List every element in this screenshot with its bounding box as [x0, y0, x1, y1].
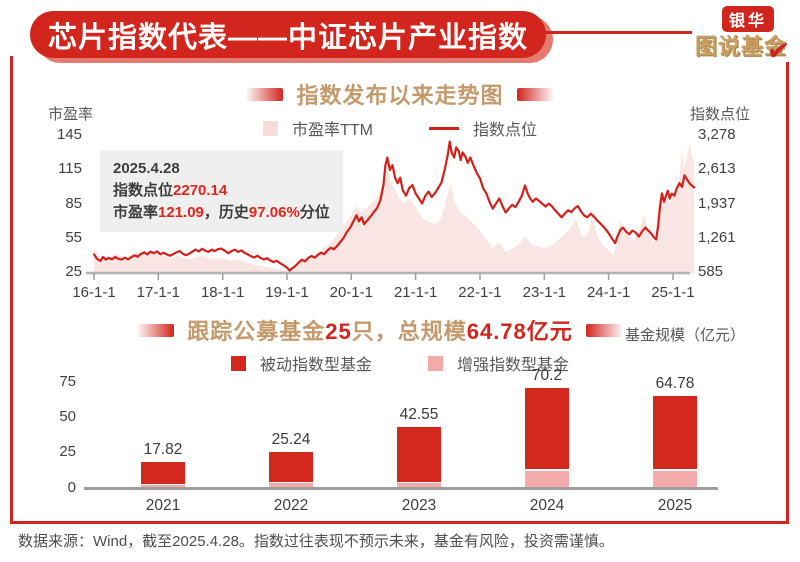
logo-series-text: 图说基金 [695, 34, 788, 59]
check-icon: ✔ [765, 34, 792, 68]
frame-left-border [10, 56, 13, 522]
bar-total-label: 42.55 [399, 406, 439, 424]
header-accent-bar-right [516, 87, 553, 101]
pe-axis-tick-label: 25 [65, 263, 82, 280]
trend-chart-title: 指数发布以来走势图 [296, 83, 504, 108]
fund-y-tick-label: 50 [59, 408, 76, 426]
pe-axis-tick-label: 85 [65, 194, 82, 212]
annotation-date: 2025.4.28 [113, 160, 180, 177]
index-axis-tick-label: 1,261 [698, 228, 736, 246]
legend-label-index: 指数点位 [472, 122, 537, 139]
bar-category-label: 2022 [273, 497, 309, 514]
date-axis-tick-label: 18-1-1 [200, 284, 245, 301]
legend-label-enhanced: 增强指数型基金 [457, 357, 570, 374]
brand-logo: 银华 [722, 6, 774, 32]
pe-axis-tick-label: 115 [58, 160, 82, 178]
index-axis-tick-label: 1,937 [698, 194, 736, 212]
page-title-banner: 芯片指数代表——中证芯片产业指数 [30, 11, 546, 58]
fund-chart-x-axis-line [84, 487, 718, 490]
date-axis-tick-label: 22-1-1 [458, 284, 502, 301]
fund-chart-title: 跟踪公募基金25只，总规模64.78亿元 [187, 319, 573, 344]
pe-axis-tick-label: 55 [65, 228, 82, 246]
fund-chart-legend: 被动指数型基金 增强指数型基金 [0, 351, 800, 375]
fund-y-tick-label: 0 [67, 478, 76, 496]
enhanced-fund-bar-segment [141, 485, 185, 488]
fund-unit-label: 基金规模（亿元） [625, 327, 746, 344]
trend-chart-header: 指数发布以来走势图 [0, 78, 800, 110]
date-axis-tick-label: 21-1-1 [393, 284, 438, 301]
bar-category-label: 2024 [529, 497, 565, 514]
pe-axis-tick-label: 145 [56, 126, 82, 143]
trend-chart-legend: 市盈率TTM 指数点位 [0, 116, 800, 140]
annotation-pe-line: 市盈率121.09，历史97.06%分位 [113, 204, 330, 221]
bar-category-label: 2025 [657, 497, 693, 514]
date-axis-tick-label: 23-1-1 [522, 284, 566, 301]
index-axis-tick-label: 2,613 [698, 160, 736, 178]
bar-total-label: 25.24 [271, 430, 311, 448]
fund-y-tick-label: 75 [59, 373, 76, 390]
legend-label-passive: 被动指数型基金 [259, 357, 372, 374]
brand-logo-text: 银华 [728, 13, 767, 30]
enhanced-fund-bar-segment [653, 470, 697, 488]
date-axis-tick-label: 24-1-1 [586, 284, 631, 301]
trend-chart-svg [86, 140, 696, 280]
bar-total-label: 17.82 [143, 441, 183, 459]
passive-fund-bar-segment [141, 462, 185, 484]
pe-area-swatch-icon [263, 120, 279, 136]
date-axis-tick-label: 19-1-1 [265, 284, 309, 301]
bar-total-label: 64.78 [655, 374, 695, 392]
passive-fund-swatch-icon [230, 355, 246, 371]
page-title: 芯片指数代表——中证芯片产业指数 [47, 21, 528, 54]
index-axis-tick-label: 3,278 [698, 126, 736, 143]
fund-chart-header: 跟踪公募基金25只，总规模64.78亿元 [0, 314, 760, 346]
enhanced-fund-bar-segment [269, 483, 313, 488]
bar-category-label: 2023 [401, 497, 437, 514]
passive-fund-bar-segment [653, 395, 697, 470]
fund-y-tick-label: 25 [59, 443, 76, 461]
enhanced-fund-bar-segment [525, 470, 569, 488]
passive-fund-bar-segment [269, 451, 313, 482]
header2-accent-bar-right [585, 323, 622, 337]
enhanced-fund-bar-segment [397, 483, 441, 488]
bar-category-label: 2021 [145, 497, 181, 514]
trend-chart-canvas [78, 100, 698, 292]
left-axis-title: 市盈率 [48, 106, 94, 123]
date-axis-tick-label: 17-1-1 [136, 284, 180, 301]
index-line-series [92, 140, 696, 272]
enhanced-fund-swatch-icon [428, 355, 443, 371]
passive-fund-bar-segment [397, 427, 441, 482]
date-axis-tick-label: 20-1-1 [329, 284, 373, 301]
passive-fund-bar-segment [525, 388, 569, 470]
header2-accent-bar-left [138, 323, 175, 337]
header-accent-bar-left [247, 87, 284, 101]
date-axis-tick-label: 16-1-1 [72, 284, 116, 301]
date-axis-tick-label: 25-1-1 [651, 284, 695, 301]
title-connector-line [542, 31, 692, 34]
index-axis-tick-label: 585 [698, 263, 724, 280]
right-axis-title: 指数点位 [690, 106, 751, 123]
frame-right-border [786, 62, 789, 522]
data-source-note: 数据来源：Wind，截至2025.4.28。指数过往表现不预示未来，基金有风险，… [18, 533, 614, 550]
annotation-box: 2025.4.28 指数点位2270.14 市盈率121.09，历史97.06%… [100, 150, 343, 232]
annotation-index-line: 指数点位2270.14 [113, 182, 228, 199]
bar-total-label: 70.2 [531, 367, 563, 385]
legend-label-pe: 市盈率TTM [292, 122, 373, 139]
index-line-swatch-icon [428, 126, 459, 130]
frame-bottom-border [10, 521, 789, 524]
pe-area-series [94, 142, 695, 273]
